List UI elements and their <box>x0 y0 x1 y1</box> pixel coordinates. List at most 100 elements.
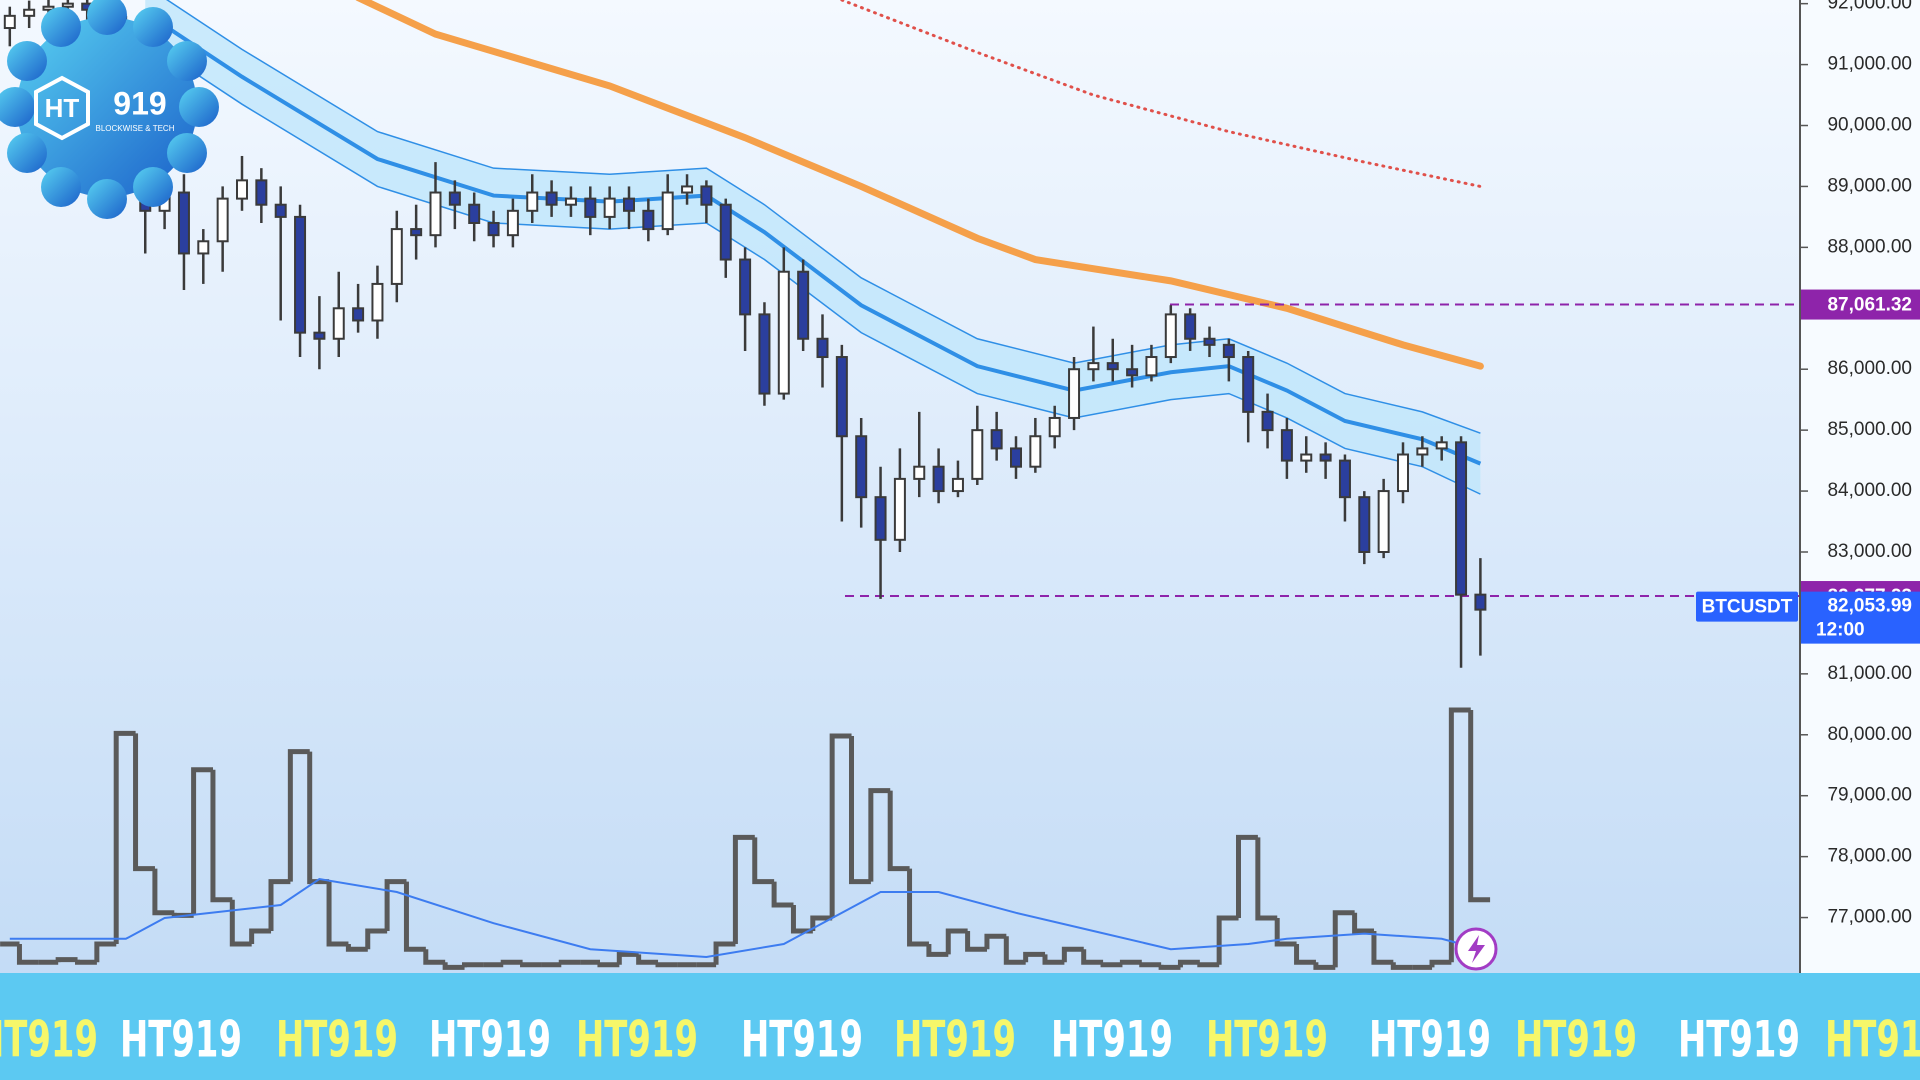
moving-average <box>355 0 1484 370</box>
volume-step <box>849 736 871 885</box>
volume-step <box>365 928 388 950</box>
candle-body <box>990 429 1003 450</box>
moving-average <box>840 0 1482 188</box>
volume-step <box>887 790 910 872</box>
banner-item: HT919 <box>1051 1011 1173 1069</box>
candle-body <box>777 270 790 395</box>
banner-item: HT919 <box>576 1011 698 1069</box>
banner-item: HT919 <box>0 1011 98 1069</box>
logo-mark: HT <box>45 93 80 123</box>
volume-step <box>442 962 465 970</box>
y-tick-label: 78,000.00 <box>1827 846 1912 867</box>
candle-body <box>1416 447 1429 456</box>
last-price-tag <box>1801 591 1920 644</box>
volume-step <box>907 868 929 947</box>
candle-body <box>526 191 539 212</box>
candle-body <box>313 331 326 340</box>
candle-body <box>623 197 635 212</box>
volume-step <box>655 962 678 968</box>
candle-body <box>352 307 365 322</box>
candle-body <box>294 215 307 334</box>
candle-body <box>739 258 752 316</box>
banner-items: HT919 HT919 HT919 HT919 HT919 HT919 HT919 HT919… <box>0 1011 1920 1069</box>
banner-item: HT919 <box>276 1011 398 1069</box>
candle-body <box>1397 453 1409 493</box>
last-price-label: 82,053.99 <box>1827 596 1912 617</box>
candle-body <box>951 477 964 493</box>
volume-step <box>1081 949 1104 965</box>
volume-step <box>345 944 368 952</box>
banner-item: HT919 <box>1206 1011 1328 1069</box>
candle-body <box>1280 429 1293 462</box>
volume-step <box>16 944 39 965</box>
volume-step <box>94 941 117 963</box>
volume-step <box>1274 918 1297 947</box>
candle-body <box>332 307 345 340</box>
volume-step <box>75 959 97 965</box>
volume-step <box>113 730 136 944</box>
candle-body <box>1029 435 1042 468</box>
plot-area <box>0 0 1800 970</box>
y-tick-label: 89,000.00 <box>1827 175 1912 196</box>
volume-step <box>732 834 755 944</box>
candle-body <box>1319 453 1332 462</box>
candle-body <box>1145 356 1158 377</box>
volume-step <box>1061 946 1084 963</box>
volume-step <box>810 915 833 931</box>
banner-item: HT919 <box>1369 1011 1491 1069</box>
candle-body <box>390 228 403 285</box>
volume-step <box>133 733 155 872</box>
band-upper <box>166 0 1481 434</box>
volume-step <box>1177 959 1200 968</box>
candle-body <box>1435 441 1448 450</box>
volume-step <box>384 879 407 931</box>
candle-body <box>971 429 984 480</box>
candle-body <box>681 185 694 194</box>
volume-step <box>1003 936 1026 965</box>
y-tick-label: 79,000.00 <box>1827 785 1912 806</box>
volume-step <box>1100 962 1123 968</box>
alert-icon <box>1454 927 1498 971</box>
volume-step <box>1197 962 1220 968</box>
candle-body <box>255 179 268 206</box>
symbol-tag <box>1696 591 1798 622</box>
candle-body <box>603 197 616 218</box>
volume-step <box>1448 707 1471 963</box>
banner-item: HT919 <box>1678 1011 1800 1069</box>
candle-body <box>1242 356 1255 413</box>
volume-step <box>965 931 987 952</box>
logo-tagline: BLOCKWISE & TECH <box>96 124 175 133</box>
volume-step <box>1294 944 1316 965</box>
symbol-label: BTCUSDT <box>1702 597 1793 618</box>
candle-body <box>1087 362 1100 371</box>
y-tick-label: 81,000.00 <box>1827 663 1912 684</box>
y-tick-label: 92,000.00 <box>1827 0 1912 14</box>
candle-body <box>468 203 481 224</box>
y-tick-label: 83,000.00 <box>1827 541 1912 562</box>
volume-step <box>423 949 446 965</box>
candle-body <box>1106 362 1119 371</box>
volume-step <box>1371 931 1394 965</box>
candle-body <box>1261 410 1274 432</box>
candle-body <box>893 477 906 541</box>
volume-step <box>1042 954 1065 965</box>
candle-body <box>1010 447 1022 468</box>
countdown: 12:00 <box>1816 620 1865 641</box>
volume-step <box>1255 837 1278 921</box>
volume-step <box>287 749 310 882</box>
candle-body <box>545 191 558 206</box>
volume-step <box>191 767 213 916</box>
volume-step <box>307 751 330 885</box>
candle-body <box>1300 453 1313 462</box>
logo: HT 919 BLOCKWISE & TECH <box>0 0 219 219</box>
y-tick-label: 77,000.00 <box>1827 907 1912 928</box>
candle-body <box>661 191 674 231</box>
volume-step <box>597 962 620 968</box>
volume-step <box>616 951 639 965</box>
candle-body <box>855 435 868 499</box>
candle-body <box>371 282 384 322</box>
candle-body <box>236 179 248 200</box>
volume-step <box>868 788 891 882</box>
